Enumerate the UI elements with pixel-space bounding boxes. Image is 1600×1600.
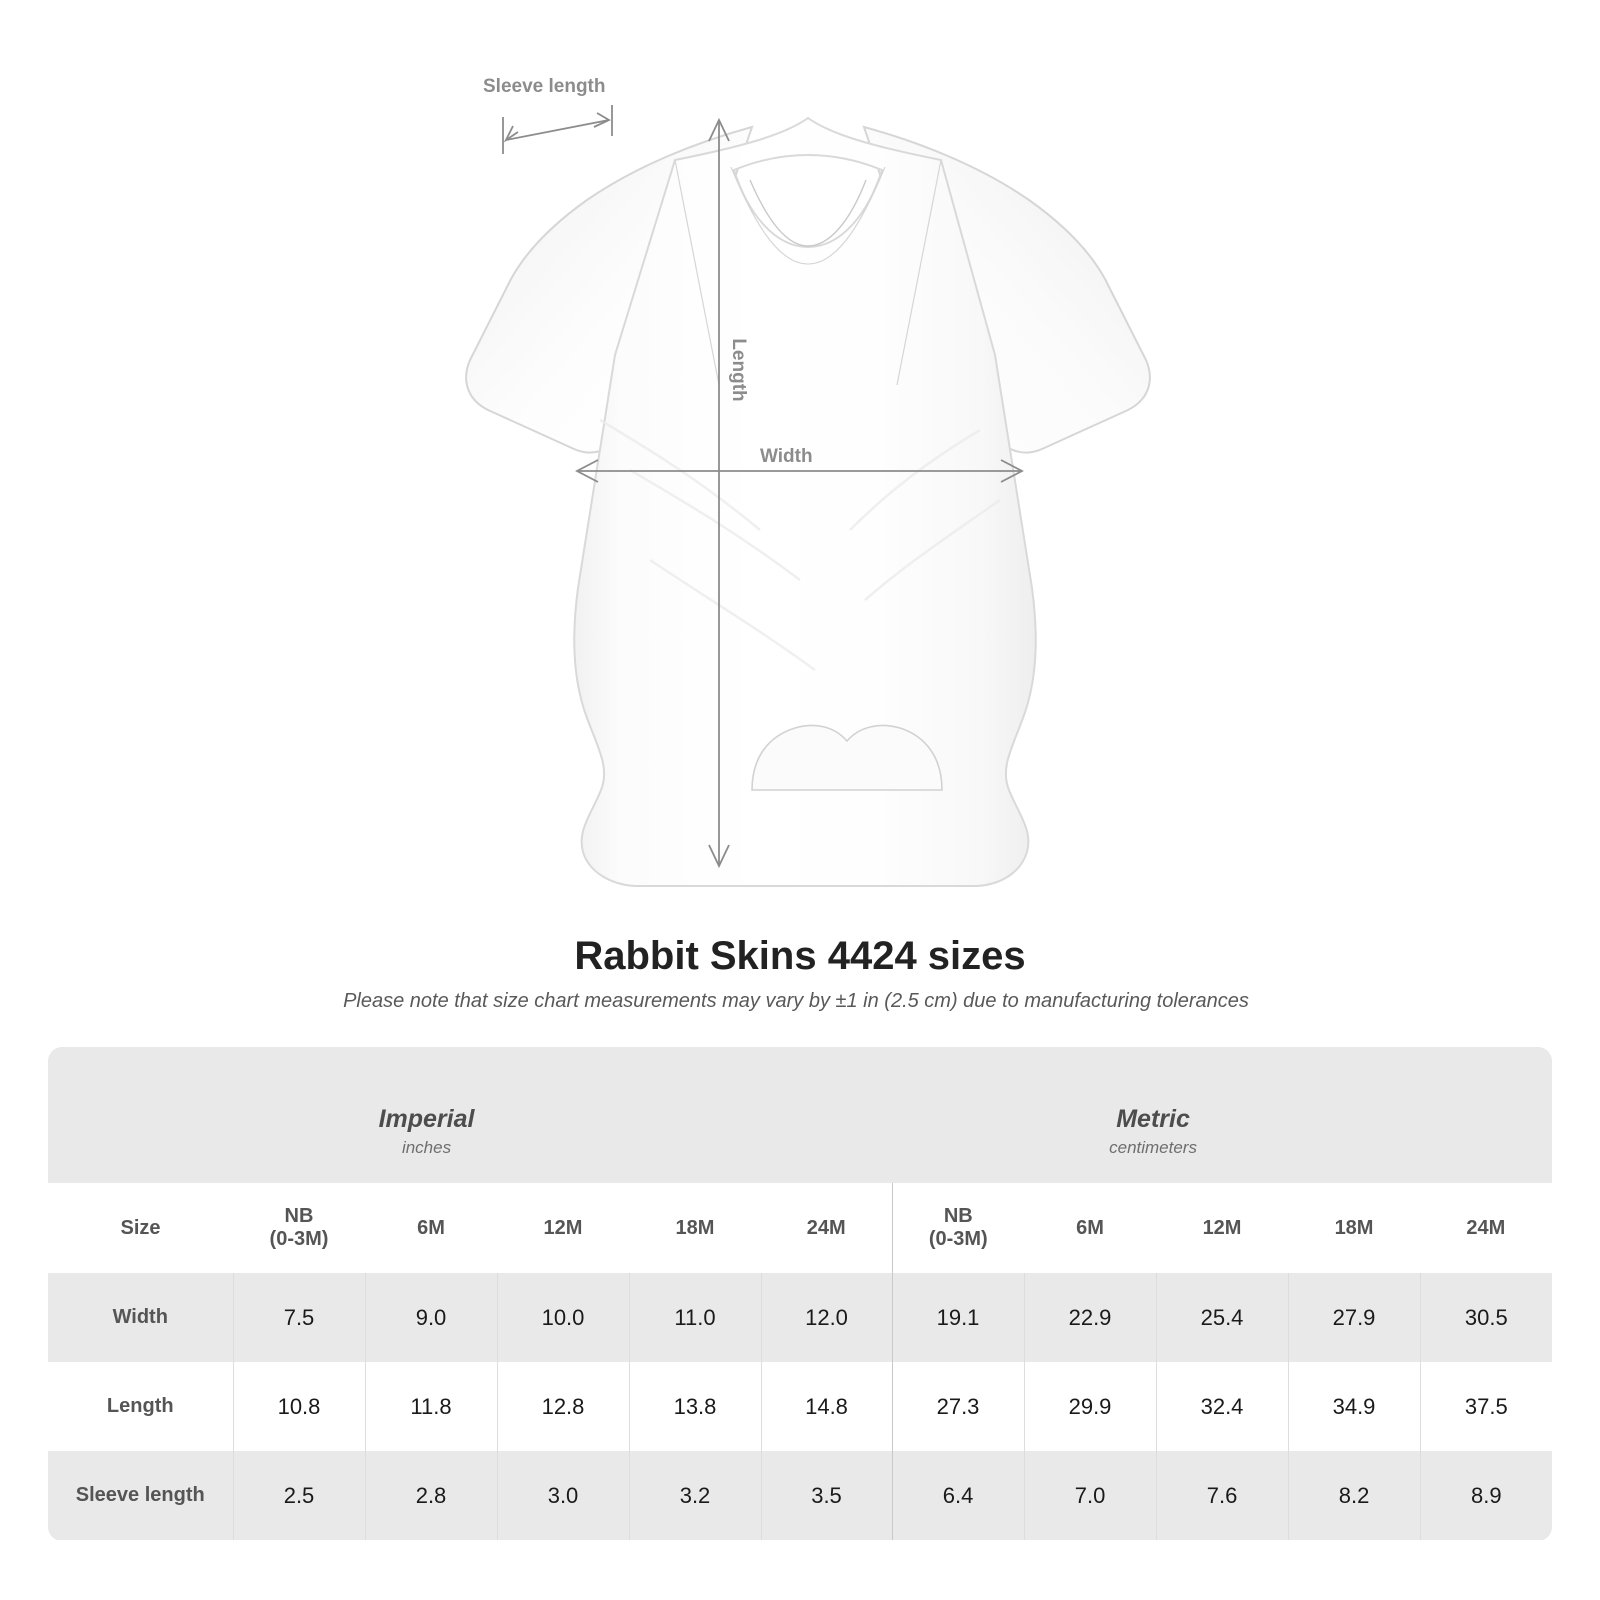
svg-text:Length: Length (728, 338, 749, 401)
svg-text:Sleeve length: Sleeve length (483, 76, 606, 97)
svg-text:Width: Width (760, 446, 813, 467)
